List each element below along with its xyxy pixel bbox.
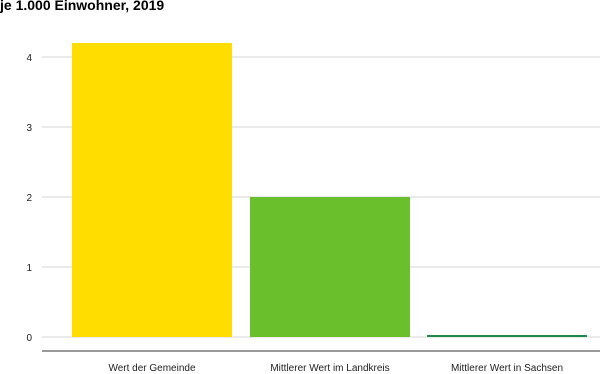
y-tick-label: 0 bbox=[26, 333, 32, 344]
y-axis-tick-labels: 0 1 2 3 4 bbox=[26, 53, 32, 344]
bar-2 bbox=[427, 335, 587, 337]
y-tick-label: 4 bbox=[26, 53, 32, 64]
y-tick-label: 3 bbox=[26, 123, 32, 134]
x-category-label: Wert der Gemeinde bbox=[108, 363, 196, 374]
bar-0 bbox=[72, 43, 232, 337]
bar-1 bbox=[250, 197, 410, 337]
chart-title: je 1.000 Einwohner, 2019 bbox=[0, 0, 164, 13]
y-tick-label: 1 bbox=[26, 263, 32, 274]
x-axis-category-labels: Wert der Gemeinde Mittlerer Wert im Landk… bbox=[108, 363, 563, 374]
y-tick-label: 2 bbox=[26, 193, 32, 204]
x-category-label: Mittlerer Wert im Landkreis bbox=[270, 363, 389, 374]
x-category-label: Mittlerer Wert in Sachsen bbox=[451, 363, 563, 374]
bars bbox=[72, 43, 587, 337]
